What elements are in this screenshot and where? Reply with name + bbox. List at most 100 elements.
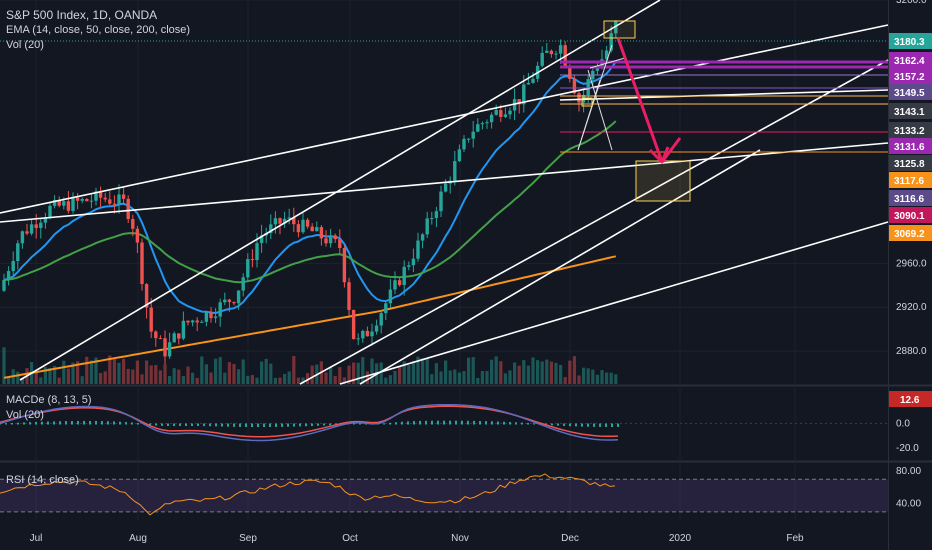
volume-bar [586,368,590,384]
candle-body [209,312,213,319]
volume-bar [135,360,139,384]
candle-body [154,331,158,339]
volume-bar [117,362,121,384]
candle-body [503,114,508,117]
trendline [19,0,661,381]
price-tag [889,33,932,49]
price-tag-label: 3149.5 [894,88,925,99]
volume-bar [434,363,438,384]
macd-histogram-bar [203,423,205,427]
candle-body [227,299,232,303]
volume-bar [214,358,218,384]
candle-body [2,279,6,291]
volume-bar [223,372,227,384]
macd-value-label: 12.6 [900,395,920,406]
macd-histogram-bar [251,423,253,428]
macd-histogram-bar [71,421,73,425]
candle-body [549,50,554,55]
macd-histogram-bar [551,423,553,426]
rsi-line [0,473,616,516]
volume-bar [563,377,567,384]
price-tag [889,84,932,100]
volume-bar [140,374,144,384]
volume-bar [448,370,452,384]
volume-bar [526,365,530,384]
price-tag [889,190,932,206]
macd-histogram-bar [287,423,289,427]
volume-bar [531,357,535,384]
volume-bar [591,369,595,384]
volume-bar [329,367,333,384]
candle-body [80,199,84,201]
candle-body [397,280,402,286]
volume-bar [145,360,149,384]
volume-bar [39,377,43,384]
volume-bar [292,356,296,384]
volume-bar [411,361,415,384]
macd-histogram-bar [617,423,619,427]
candle-body [328,235,333,244]
price-tag-label: 3143.1 [894,107,925,118]
volume-bar [467,357,471,384]
macd-y-tick: 0.0 [896,419,910,430]
candle-body [20,231,25,244]
candle-body [402,266,406,286]
macd-histogram-bar [95,421,97,425]
candle-body [126,198,130,220]
volume-bar [246,375,250,384]
volume-bar [600,370,604,384]
macd-histogram-bar [425,420,427,425]
volume-bar [122,358,126,384]
candle-body [121,194,126,199]
candle-body [480,123,485,125]
candle-body [374,325,379,332]
macd-histogram-bar [521,422,523,425]
macd-vol-label: Vol (20) [6,409,44,421]
volume-bar [430,374,434,384]
candle-body [71,197,75,211]
projection-arrow [616,37,682,164]
price-tag [889,155,932,171]
volume-bar [209,372,213,384]
chart-legend: S&P 500 Index, 1D, OANDA EMA (14, close,… [6,8,190,53]
volume-bar [476,377,480,384]
volume-bar [485,371,489,384]
candle-body [462,138,466,150]
candle-body [25,231,29,234]
price-tag [889,207,932,223]
volume-bar [94,357,98,384]
macd-legend: MACDe (8, 13, 5) Vol (20) [6,393,92,423]
candle-body [522,84,526,105]
price-tag-label: 3162.4 [894,56,925,67]
rsi-band [0,479,888,512]
volume-bar [16,371,20,384]
macd-histogram-bar [491,421,493,425]
candle-body [204,312,209,322]
volume-bar [407,365,411,384]
volume-bar [444,360,448,384]
candle-body [11,261,15,272]
candle-body [508,110,512,115]
candle-body [273,218,278,225]
candle-body [6,271,11,280]
x-tick-label: Sep [239,533,257,544]
rsi-label: RSI (14, close) [6,474,79,486]
macd-histogram-bar [77,420,79,425]
candle-body [416,240,420,259]
macd-histogram-bar [131,422,133,425]
volume-bar [568,360,572,384]
price-tag [889,225,932,241]
price-tag [889,138,932,154]
ema-50-line [3,120,617,284]
volume-bar [549,361,553,384]
volume-bar [126,368,130,384]
macd-histogram-bar [263,423,265,428]
candle-body [393,280,397,290]
volume-bar [324,372,328,384]
candle-body [595,68,600,71]
candle-body [411,258,416,266]
volume-bar [416,356,420,384]
candle-body [443,183,448,192]
candle-body [407,265,411,267]
